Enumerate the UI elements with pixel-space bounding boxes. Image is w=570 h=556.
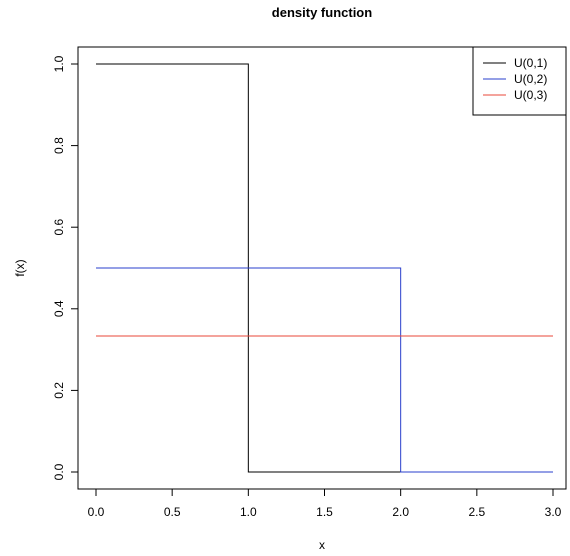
x-axis: 0.0 0.5 1.0 1.5 2.0 2.5 3.0: [88, 489, 562, 519]
x-tick-label: 2.5: [468, 505, 485, 519]
y-tick-label: 1.0: [52, 55, 66, 72]
legend: U(0,1) U(0,2) U(0,3): [473, 47, 566, 115]
x-tick-label: 0.5: [164, 505, 181, 519]
y-tick-label: 0.6: [52, 219, 66, 236]
x-tick-label: 1.0: [240, 505, 257, 519]
legend-label: U(0,3): [514, 88, 547, 102]
y-tick-label: 0.8: [52, 137, 66, 154]
y-axis-label: f(x): [13, 259, 27, 276]
y-tick-label: 0.4: [52, 300, 66, 317]
chart-title: density function: [272, 5, 372, 20]
legend-label: U(0,1): [514, 56, 547, 70]
x-tick-label: 2.0: [392, 505, 409, 519]
series-line-2: [96, 268, 553, 472]
x-tick-label: 1.5: [316, 505, 333, 519]
y-tick-label: 0.2: [52, 382, 66, 399]
x-tick-label: 0.0: [88, 505, 105, 519]
x-axis-label: x: [319, 538, 325, 552]
x-tick-label: 3.0: [545, 505, 562, 519]
series-layer: [96, 64, 553, 472]
y-tick-label: 0.0: [52, 463, 66, 480]
y-axis: 0.0 0.2 0.4 0.6 0.8 1.0: [52, 55, 78, 480]
legend-label: U(0,2): [514, 72, 547, 86]
